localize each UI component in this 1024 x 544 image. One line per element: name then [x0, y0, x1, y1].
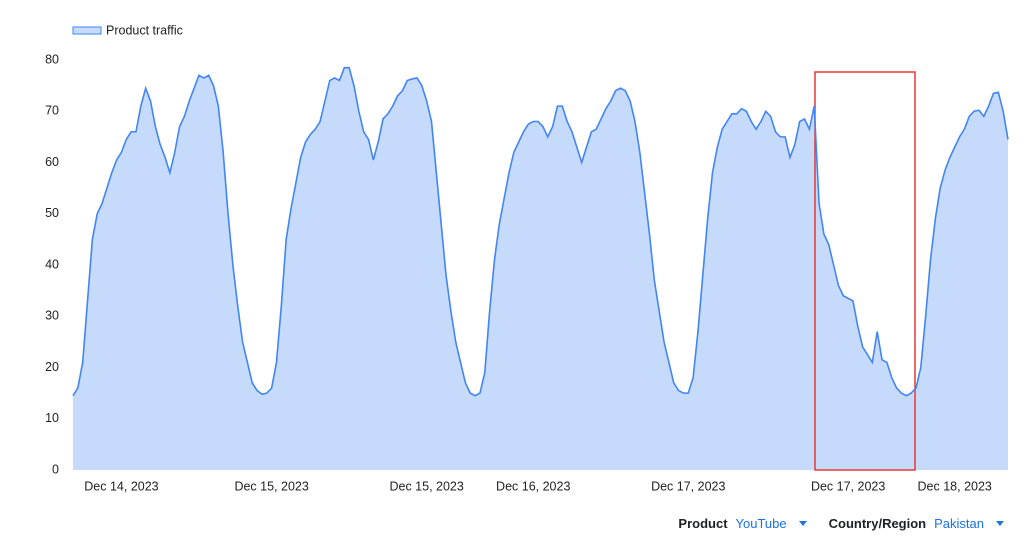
area-fill: [73, 67, 1008, 470]
x-tick-label: Dec 15, 2023: [234, 479, 308, 493]
x-tick-label: Dec 18, 2023: [918, 479, 992, 493]
x-tick-label: Dec 17, 2023: [811, 479, 885, 493]
legend-swatch: [72, 26, 102, 35]
filter-value[interactable]: YouTube: [735, 516, 787, 531]
y-tick-label: 70: [45, 104, 59, 118]
y-tick-label: 30: [45, 309, 59, 323]
filter-label: Product: [678, 516, 728, 531]
dropdown-caret[interactable]: [798, 521, 807, 526]
filters: Product YouTube Country/Region Pakistan: [0, 516, 1004, 531]
x-tick-label: Dec 15, 2023: [389, 479, 463, 493]
x-tick-label: Dec 17, 2023: [651, 479, 725, 493]
x-tick-label: Dec 16, 2023: [496, 479, 570, 493]
filter-value[interactable]: Pakistan: [934, 516, 984, 531]
line: [72, 66, 1009, 397]
y-tick-label: 10: [45, 411, 59, 425]
y-tick-label: 0: [52, 462, 59, 476]
y-tick-label: 40: [45, 257, 59, 271]
x-tick-label: Dec 14, 2023: [84, 479, 158, 493]
dropdown-caret[interactable]: [996, 521, 1004, 526]
y-tick-label: 50: [45, 206, 59, 220]
filter-label: Country/Region: [828, 516, 927, 531]
y-tick-label: 80: [45, 52, 59, 66]
legend-label: Product traffic: [106, 23, 183, 37]
y-tick-label: 60: [45, 155, 59, 169]
chart: 0 10 20 30 40 50 60 70 80 Dec 14, 2023 Dec 15, 202…: [45, 23, 1009, 493]
highlight-box: [814, 71, 916, 471]
y-tick-label: 20: [45, 360, 59, 374]
